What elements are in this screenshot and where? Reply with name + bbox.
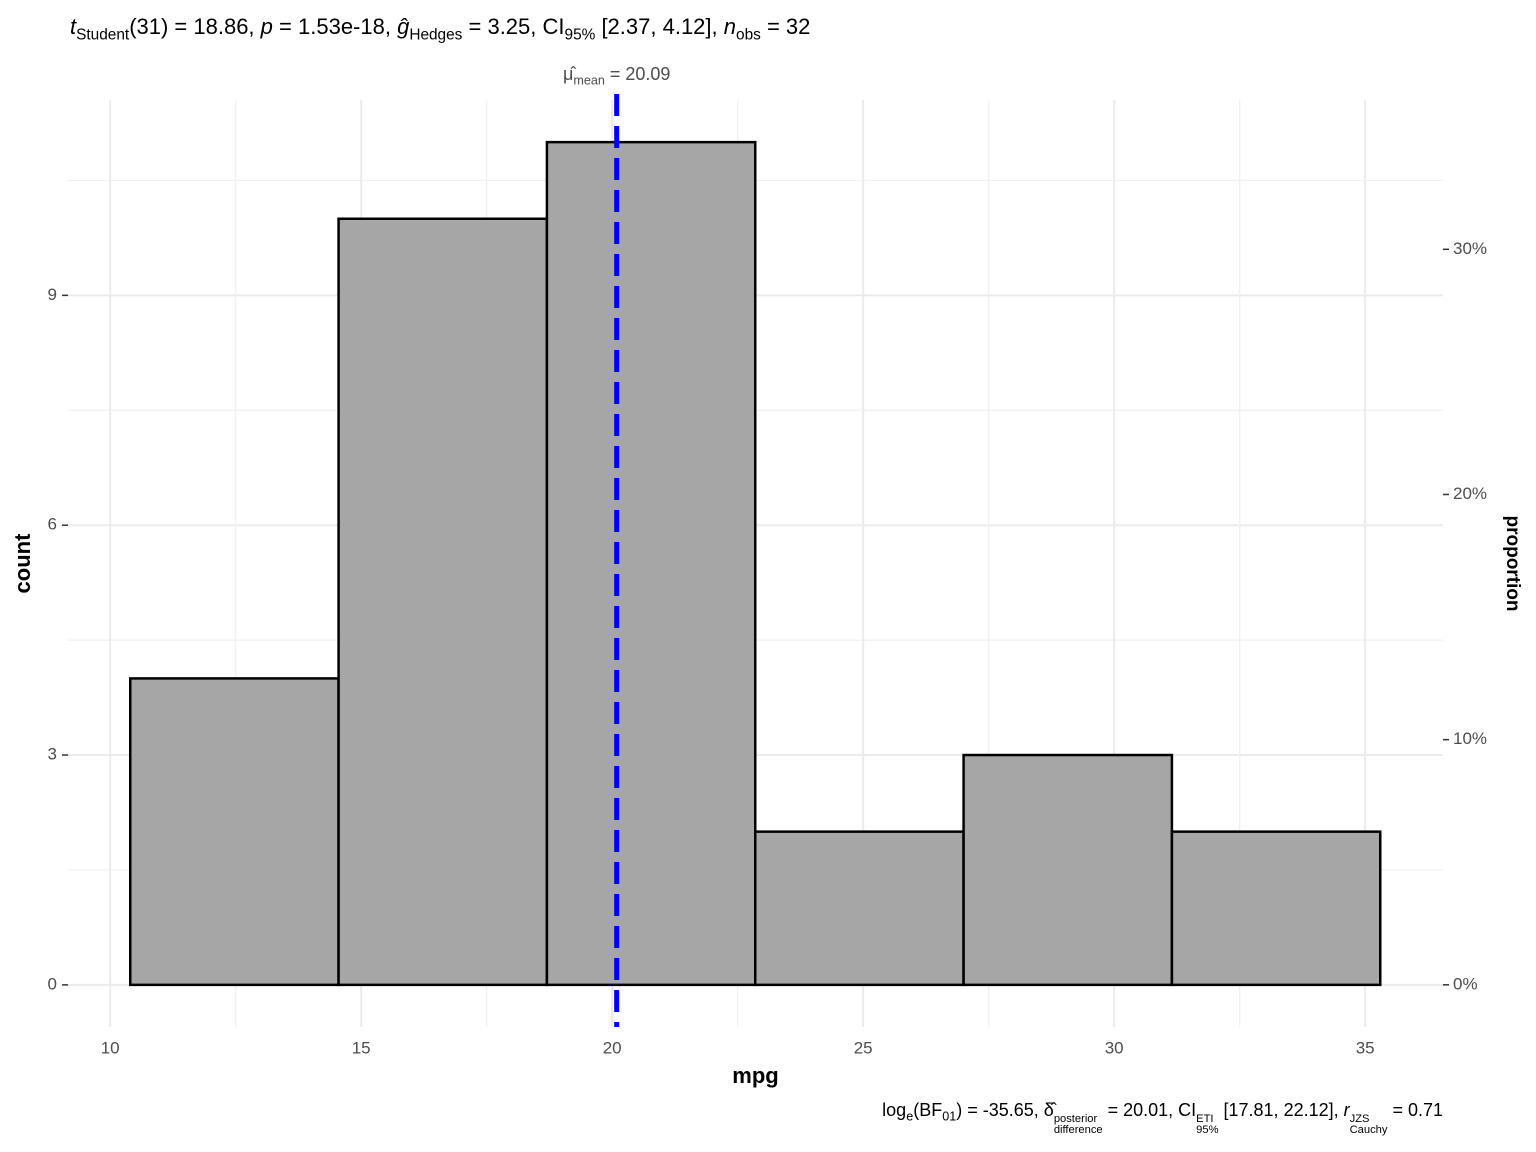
chart-caption-sup: ETI — [1196, 1113, 1214, 1126]
chart-title-part: 95% — [564, 26, 596, 44]
mean-label-part: mean — [573, 73, 605, 88]
mean-label-part: = 20.09 — [604, 64, 671, 84]
x-tick-label: 30 — [1105, 1038, 1124, 1057]
chart-caption-stack: ETI 95% — [1196, 1113, 1219, 1137]
x-tick-label: 20 — [603, 1038, 622, 1057]
y-tick-label: 0 — [48, 974, 57, 993]
chart-title-part: p — [260, 14, 273, 39]
chart-caption-sup: JZS — [1349, 1113, 1370, 1126]
bar — [545, 140, 757, 987]
chart-title-part: t — [70, 14, 77, 39]
chart-caption-part: ) = -35.65, — [956, 1100, 1044, 1120]
x-tick-label: 10 — [101, 1038, 120, 1057]
bar — [753, 830, 965, 987]
chart-title-part: = 32 — [760, 14, 811, 39]
chart-caption-sub: Cauchy — [1349, 1124, 1388, 1137]
chart-title-part: = 1.53e-18, — [272, 14, 398, 39]
chart-caption-sup: posterior — [1053, 1113, 1098, 1126]
chart-caption-sub: 95% — [1196, 1124, 1219, 1137]
chart-caption-part: = 0.71 — [1387, 1100, 1443, 1120]
y2-axis-label: proportion — [1502, 515, 1523, 611]
chart-caption-part: = 20.01, CI — [1102, 1100, 1197, 1120]
y2-tick-label: 10% — [1453, 729, 1487, 748]
mean-label: μ̂mean = 20.09 — [563, 64, 670, 87]
chart-title-part: (31) = 18.86, — [129, 14, 261, 39]
x-tick-label: 35 — [1356, 1038, 1375, 1057]
y2-tick-label: 20% — [1453, 484, 1487, 503]
chart-caption-part: r — [1343, 1100, 1350, 1120]
chart-title-part: Hedges — [409, 26, 463, 44]
y2-tick-label: 30% — [1453, 239, 1487, 258]
y-tick-label: 9 — [48, 285, 57, 304]
bar — [337, 217, 549, 987]
x-tick-label: 25 — [854, 1038, 873, 1057]
chart-caption-sub: difference — [1053, 1124, 1103, 1137]
chart-title-part: ĝ — [397, 14, 410, 39]
bar — [962, 753, 1174, 987]
chart-caption-part: δ̂ — [1043, 1100, 1054, 1120]
y-axis-label: count — [10, 533, 35, 594]
y2-tick-label: 0% — [1453, 974, 1478, 993]
x-tick-label: 15 — [352, 1038, 371, 1057]
mean-label-part: μ̂ — [562, 64, 574, 84]
bar — [128, 677, 340, 987]
chart-caption-part: log — [882, 1100, 907, 1120]
chart-title-part: n — [723, 14, 737, 39]
y-tick-label: 3 — [48, 745, 57, 764]
chart-caption: loge(BF01) = -35.65, δ̂ posterior differen… — [882, 1100, 1443, 1136]
y-tick-label: 6 — [48, 515, 57, 534]
chart-caption-stack: posterior difference — [1053, 1113, 1103, 1137]
chart-title-part: obs — [736, 26, 761, 44]
chart-title-part: [2.37, 4.12], — [595, 14, 724, 39]
chart-title-part: = 3.25, CI — [462, 14, 565, 39]
chart-caption-part: [17.81, 22.12], — [1218, 1100, 1344, 1120]
chart-title-part: Student — [76, 26, 130, 44]
chart-title: tStudent(31) = 18.86, p = 1.53e-18, ĝHed… — [70, 14, 810, 44]
chart-caption-part: 01 — [942, 1109, 957, 1124]
chart-caption-stack: JZS Cauchy — [1349, 1113, 1388, 1137]
x-axis-label: mpg — [732, 1063, 778, 1088]
bar — [1170, 830, 1382, 987]
chart-caption-part: e — [906, 1109, 914, 1124]
chart-caption-part: (BF — [913, 1100, 943, 1120]
